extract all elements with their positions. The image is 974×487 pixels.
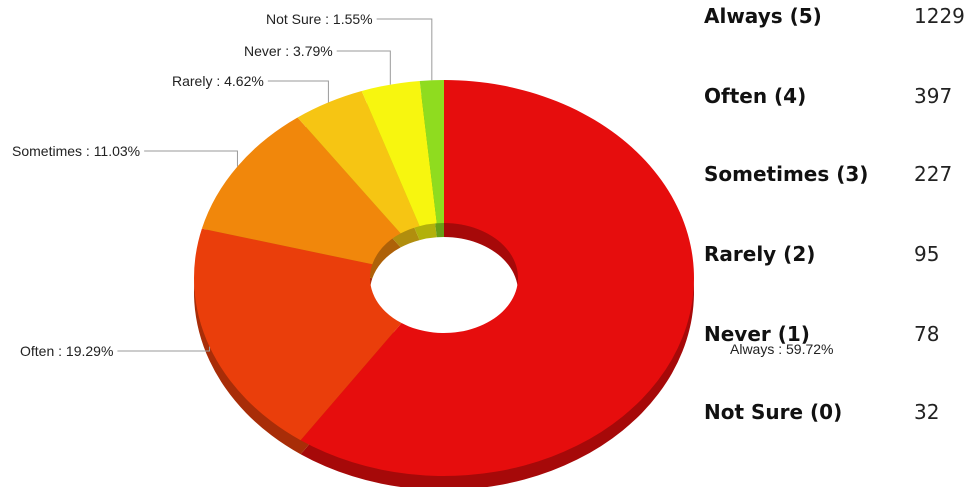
slice-label-not-sure: Not Sure : 1.55% [266,11,373,27]
category-label: Rarely (2) [704,242,816,266]
table-row: Always (5) 1229 [700,4,974,44]
slice-label-often: Often : 19.29% [20,343,113,359]
slice-not-sure [419,80,444,224]
table-row: Never (1) 78 [700,322,974,362]
leader-line-never [336,50,391,85]
table-row: Not Sure (0) 32 [700,400,974,440]
slice-sometimes [201,117,401,265]
slice-rarely [297,91,420,234]
slice-label-rarely: Rarely : 4.62% [172,73,264,89]
table-row: Often (4) 397 [700,84,974,124]
leader-line-rarely [267,80,329,103]
count-value: 95 [914,242,940,266]
category-label: Often (4) [704,84,807,108]
count-value: 397 [914,84,953,108]
category-label: Never (1) [704,322,810,346]
count-value: 32 [914,400,940,424]
leader-line-often [117,346,211,352]
count-value: 1229 [914,4,965,28]
category-label: Always (5) [704,4,822,28]
slice-labels: Always : 59.72% Often : 19.29% Sometimes :… [12,11,834,359]
slice-label-sometimes: Sometimes : 11.03% [12,143,140,159]
category-label: Not Sure (0) [704,400,843,424]
slice-label-never: Never : 3.79% [244,43,333,59]
slice-always [300,80,694,477]
leader-line-not-sure [376,18,433,81]
count-value: 78 [914,322,940,346]
leader-lines [117,18,433,352]
count-value: 227 [914,162,953,186]
category-label: Sometimes (3) [704,162,869,186]
slice-often [193,228,402,441]
donut-top [193,80,694,477]
slice-label-always: Always : 59.72% [730,341,834,357]
count-table: Always (5) 1229 Often (4) 397 Sometimes … [700,0,974,487]
slice-never [361,80,437,227]
table-row: Sometimes (3) 227 [700,162,974,202]
table-row: Rarely (2) 95 [700,242,974,282]
leader-line-sometimes [144,150,238,167]
